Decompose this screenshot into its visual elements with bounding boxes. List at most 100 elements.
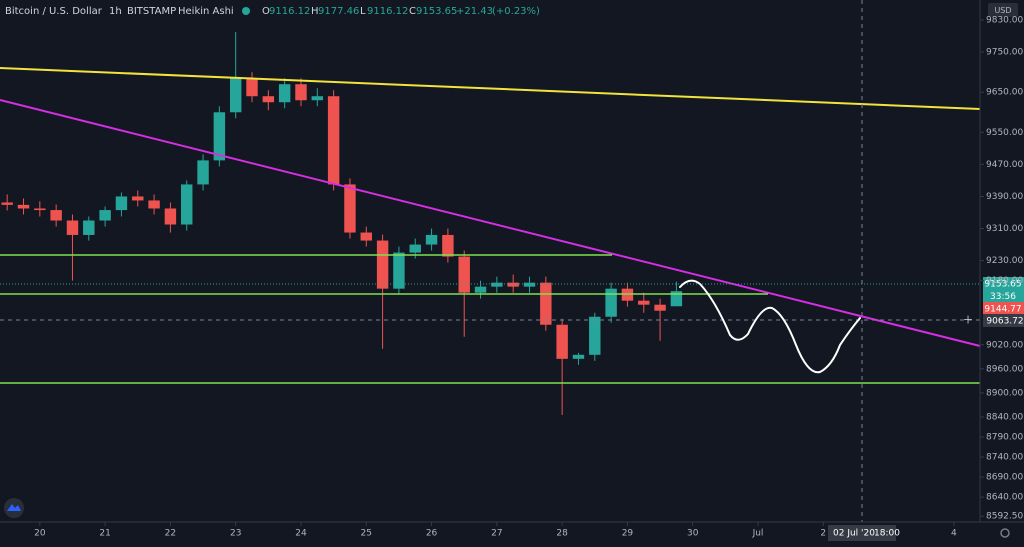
crosshair-date: 02 Jul '20 — [833, 529, 875, 539]
ohlc-value: 9153.65 — [416, 6, 457, 17]
candle-body — [344, 184, 356, 233]
crosshair-time: 18:00 — [874, 529, 900, 539]
y-tick-label: 8960.00 — [986, 364, 1023, 374]
candle-body — [181, 184, 193, 225]
candle-body — [474, 286, 487, 293]
candle-body — [393, 252, 405, 289]
x-tick-label: 20 — [34, 529, 46, 539]
ohlc-value: 9177.46 — [318, 6, 359, 17]
candle-body — [327, 96, 340, 185]
other-price: 9144.77 — [984, 305, 1021, 315]
candle-body — [556, 324, 568, 359]
x-tick-label: 25 — [361, 529, 372, 539]
y-tick-label: 8840.00 — [986, 412, 1023, 422]
candle-body — [376, 240, 389, 289]
candle-body — [458, 256, 470, 293]
y-tick-label: 9390.00 — [986, 192, 1023, 202]
x-tick-label: 23 — [230, 529, 241, 539]
candle-body — [425, 234, 438, 245]
interval: 1h — [109, 6, 122, 17]
other-price-tag — [983, 302, 1024, 315]
x-tick-label: 28 — [556, 529, 568, 539]
ohlc-key: C — [409, 6, 416, 17]
candle-body — [523, 282, 536, 287]
candle-body — [50, 210, 62, 221]
logo-mark — [7, 504, 21, 511]
candle-body — [17, 204, 30, 209]
symbol: Bitcoin / U.S. Dollar — [5, 6, 103, 17]
candle-body — [229, 78, 242, 113]
candle-body — [540, 282, 552, 325]
candle-body — [360, 232, 372, 241]
crosshair-price: 9063.72 — [986, 317, 1023, 327]
change-pct: (+0.23%) — [492, 6, 540, 17]
settings-icon[interactable] — [1000, 528, 1010, 538]
x-tick-label: 26 — [426, 529, 438, 539]
candle-body — [409, 244, 421, 253]
candle-body — [278, 84, 291, 103]
crosshair-price-tag — [983, 314, 1024, 327]
currency: USD — [994, 6, 1011, 15]
x-tick-label: Jul — [752, 529, 764, 539]
candle-body — [246, 78, 258, 97]
x-tick-label: 24 — [295, 529, 307, 539]
candle-body — [572, 354, 585, 359]
candle-body — [295, 84, 307, 101]
candle-body — [589, 316, 601, 355]
y-tick-label: 9550.00 — [986, 128, 1023, 138]
ohlc-key: L — [360, 6, 366, 17]
candle-body — [115, 196, 128, 211]
x-tick-label: 29 — [622, 529, 634, 539]
candle-body — [148, 200, 160, 209]
status-dot — [242, 7, 250, 15]
y-tick-label: 9470.00 — [986, 160, 1023, 170]
x-tick-label: 22 — [165, 529, 176, 539]
candle-body — [638, 300, 650, 305]
candle-body — [34, 208, 46, 211]
x-tick-label: 2 — [820, 529, 826, 539]
y-tick-label: 9650.00 — [986, 88, 1023, 98]
candle-body — [132, 196, 144, 201]
candle-body — [99, 210, 111, 221]
y-tick-label: 9020.00 — [986, 340, 1023, 350]
trend-line — [0, 99, 981, 347]
currency-box[interactable] — [988, 3, 1018, 17]
change: +21.43 — [456, 6, 493, 17]
candle-body — [83, 220, 95, 235]
y-tick-label: 8740.00 — [986, 453, 1023, 463]
candle-body — [66, 220, 79, 235]
candle-body — [507, 282, 519, 287]
y-tick-label: 9180.00 — [986, 276, 1023, 286]
ohlc-key: H — [311, 6, 319, 17]
price-axis — [980, 0, 1024, 547]
candle-body — [1, 202, 13, 205]
y-tick-label: 9310.00 — [986, 224, 1023, 234]
candle-body — [670, 291, 683, 307]
chart-style: Heikin Ashi — [178, 6, 234, 17]
x-tick-label: 4 — [951, 529, 957, 539]
candle-body — [164, 208, 177, 225]
y-tick-label: 9750.00 — [986, 48, 1023, 58]
trend-line — [0, 67, 981, 110]
candle-body — [442, 234, 454, 257]
y-tick-label: 9830.00 — [986, 16, 1023, 26]
y-tick-label: 8690.00 — [986, 473, 1023, 483]
candle-body — [262, 96, 275, 103]
ohlc-legend: O 9116.12 H 9177.46 L 9116.12 C 9153.65+21.43(+… — [262, 6, 540, 17]
ohlc-key: O — [262, 6, 270, 17]
x-tick-label: 21 — [99, 529, 110, 539]
y-tick-label: 8592.50 — [986, 512, 1023, 522]
y-tick-label: 9230.00 — [986, 256, 1023, 266]
crosshair-time-tag — [828, 525, 896, 541]
countdown-tag — [983, 290, 1024, 302]
candle-body — [491, 282, 503, 287]
x-tick-label: 27 — [491, 529, 502, 539]
exchange: BITSTAMP — [127, 6, 176, 17]
add-button[interactable]: + — [963, 313, 973, 327]
y-tick-label: 8790.00 — [986, 433, 1023, 443]
y-tick-label: 8900.00 — [986, 388, 1023, 398]
ohlc-value: 9116.12 — [269, 6, 310, 17]
countdown: 33:56 — [990, 292, 1016, 302]
